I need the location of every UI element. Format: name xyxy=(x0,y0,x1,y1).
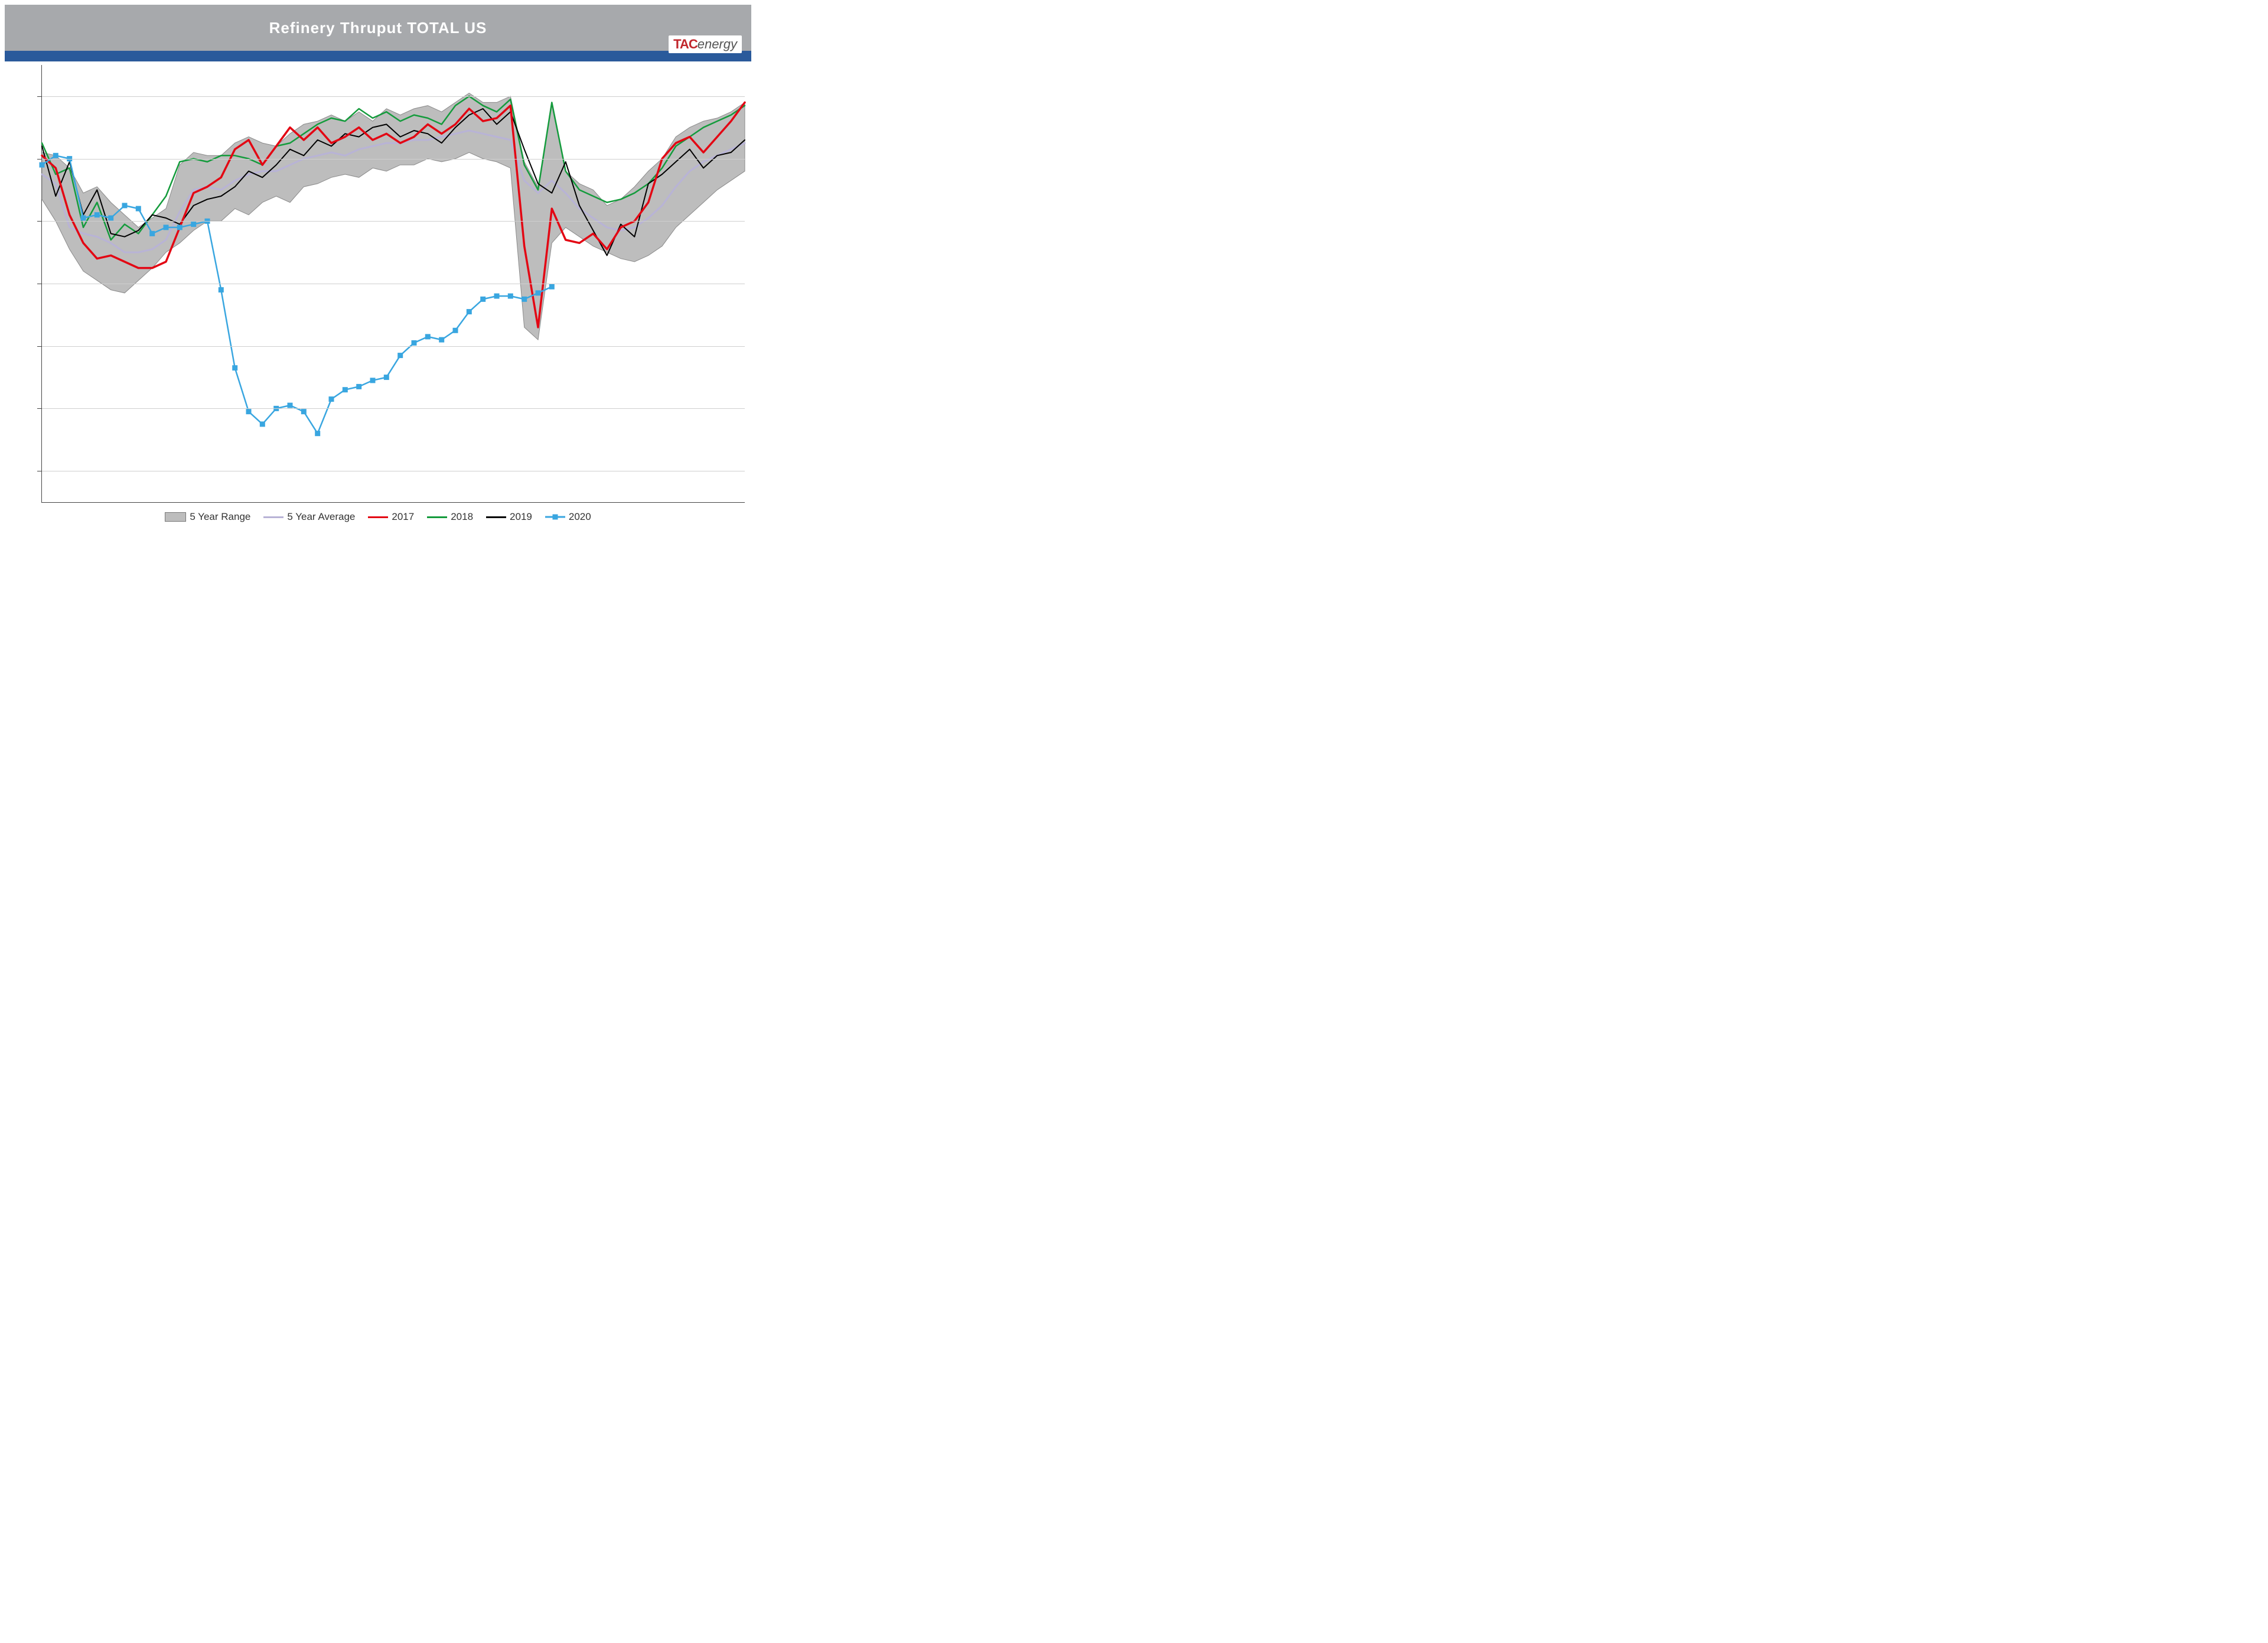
brand-prefix: TAC xyxy=(673,37,698,51)
series-2020-marker xyxy=(219,287,224,292)
series-2020 xyxy=(42,155,552,433)
series-2020-marker xyxy=(508,294,513,299)
series-2020-marker xyxy=(108,216,113,221)
series-2020-marker xyxy=(536,290,541,295)
series-2020-marker xyxy=(494,294,500,299)
series-2020-marker xyxy=(53,153,58,158)
gridline xyxy=(42,96,745,97)
brand-logo: TACenergy xyxy=(669,35,742,53)
series-2020-marker xyxy=(136,206,141,212)
y-tick xyxy=(37,159,42,160)
chart-title: Refinery Thruput TOTAL US xyxy=(269,19,487,37)
y-tick xyxy=(37,408,42,409)
legend-label: 2020 xyxy=(569,511,591,523)
series-2020-marker xyxy=(232,365,237,370)
series-2020-marker xyxy=(246,409,252,414)
series-2020-marker xyxy=(480,297,485,302)
legend-swatch-line xyxy=(368,516,388,518)
y-tick xyxy=(37,346,42,347)
series-2020-marker xyxy=(453,328,458,333)
series-2020-marker xyxy=(549,284,555,289)
series-2020-marker xyxy=(439,337,444,343)
legend-label: 5 Year Average xyxy=(287,511,355,523)
gridline xyxy=(42,159,745,160)
legend-item-s2020: 2020 xyxy=(545,511,591,523)
brand-suffix: energy xyxy=(698,37,737,51)
legend-label: 2018 xyxy=(451,511,473,523)
series-2020-marker xyxy=(467,309,472,314)
series-2020-marker xyxy=(343,387,348,392)
gridline xyxy=(42,408,745,409)
series-2020-marker xyxy=(94,212,100,217)
gridline xyxy=(42,221,745,222)
y-tick xyxy=(37,221,42,222)
series-2020-marker xyxy=(260,421,265,427)
legend-label: 2019 xyxy=(510,511,532,523)
series-2020-marker xyxy=(397,353,403,358)
legend-item-s2017: 2017 xyxy=(368,511,414,523)
series-2020-marker xyxy=(40,162,45,168)
series-2020-marker xyxy=(329,396,334,402)
series-2020-marker xyxy=(177,225,183,230)
series-2020-marker xyxy=(288,403,293,408)
legend-swatch-marker xyxy=(545,513,565,521)
series-2020-marker xyxy=(149,231,155,236)
series-2020-marker xyxy=(164,225,169,230)
chart-container: Refinery Thruput TOTAL US TACenergy 5 Ye… xyxy=(0,0,756,548)
series-2020-marker xyxy=(522,297,527,302)
series-2020-marker xyxy=(356,384,361,389)
series-2020-marker xyxy=(384,375,389,380)
legend-swatch-line xyxy=(263,516,284,518)
series-2020-marker xyxy=(315,431,320,436)
legend-swatch-line xyxy=(427,516,447,518)
title-bar: Refinery Thruput TOTAL US xyxy=(5,5,751,51)
legend-item-s2019: 2019 xyxy=(486,511,532,523)
legend-swatch-line xyxy=(486,516,506,518)
legend-label: 2017 xyxy=(392,511,414,523)
y-tick xyxy=(37,96,42,97)
gridline xyxy=(42,346,745,347)
legend-item-s2018: 2018 xyxy=(427,511,473,523)
legend-swatch-band xyxy=(165,512,186,522)
legend: 5 Year Range 5 Year Average 2017 2018 2019 20… xyxy=(0,511,756,523)
series-2020-marker xyxy=(301,409,307,414)
series-2020-marker xyxy=(425,334,431,339)
plot-area xyxy=(41,65,745,503)
series-2020-marker xyxy=(370,378,376,383)
accent-strip xyxy=(5,51,751,61)
series-2020-marker xyxy=(191,222,196,227)
legend-item-avg: 5 Year Average xyxy=(263,511,355,523)
legend-item-band: 5 Year Range xyxy=(165,511,250,523)
series-2020-marker xyxy=(122,203,128,208)
series-2020-marker xyxy=(81,216,86,221)
legend-label: 5 Year Range xyxy=(190,511,250,523)
series-2020-marker xyxy=(412,340,417,346)
